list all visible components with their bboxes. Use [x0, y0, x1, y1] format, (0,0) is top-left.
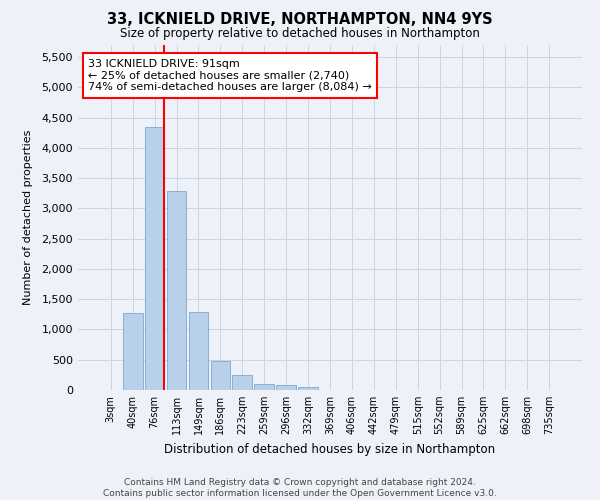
Bar	[211, 361, 230, 390]
Text: Size of property relative to detached houses in Northampton: Size of property relative to detached ho…	[120, 28, 480, 40]
Bar	[145, 126, 164, 390]
Bar	[276, 386, 296, 390]
Bar	[188, 312, 208, 390]
Text: 33, ICKNIELD DRIVE, NORTHAMPTON, NN4 9YS: 33, ICKNIELD DRIVE, NORTHAMPTON, NN4 9YS	[107, 12, 493, 28]
Bar	[254, 384, 274, 390]
Text: 33 ICKNIELD DRIVE: 91sqm
← 25% of detached houses are smaller (2,740)
74% of sem: 33 ICKNIELD DRIVE: 91sqm ← 25% of detach…	[88, 59, 372, 92]
Bar	[232, 376, 252, 390]
X-axis label: Distribution of detached houses by size in Northampton: Distribution of detached houses by size …	[164, 442, 496, 456]
Bar	[167, 191, 187, 390]
Bar	[123, 312, 143, 390]
Y-axis label: Number of detached properties: Number of detached properties	[23, 130, 33, 305]
Text: Contains HM Land Registry data © Crown copyright and database right 2024.
Contai: Contains HM Land Registry data © Crown c…	[103, 478, 497, 498]
Bar	[298, 386, 318, 390]
